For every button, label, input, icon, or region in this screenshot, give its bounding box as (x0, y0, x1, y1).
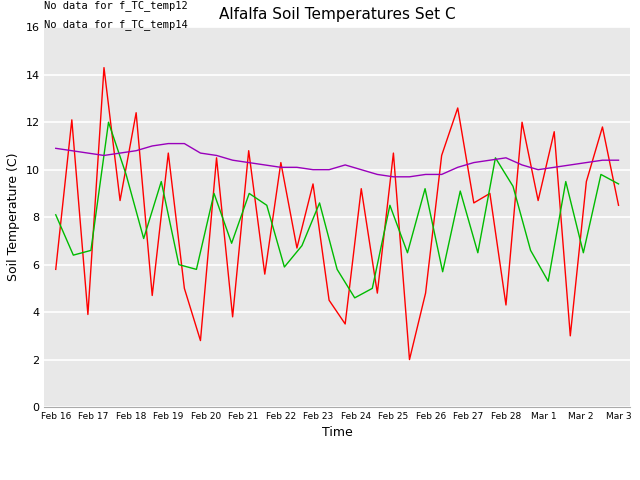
Y-axis label: Soil Temperature (C): Soil Temperature (C) (7, 153, 20, 281)
Text: No data for f_TC_temp14: No data for f_TC_temp14 (45, 19, 188, 30)
Text: No data for f_TC_temp12: No data for f_TC_temp12 (45, 0, 188, 11)
X-axis label: Time: Time (322, 426, 353, 440)
Title: Alfalfa Soil Temperatures Set C: Alfalfa Soil Temperatures Set C (219, 7, 456, 22)
